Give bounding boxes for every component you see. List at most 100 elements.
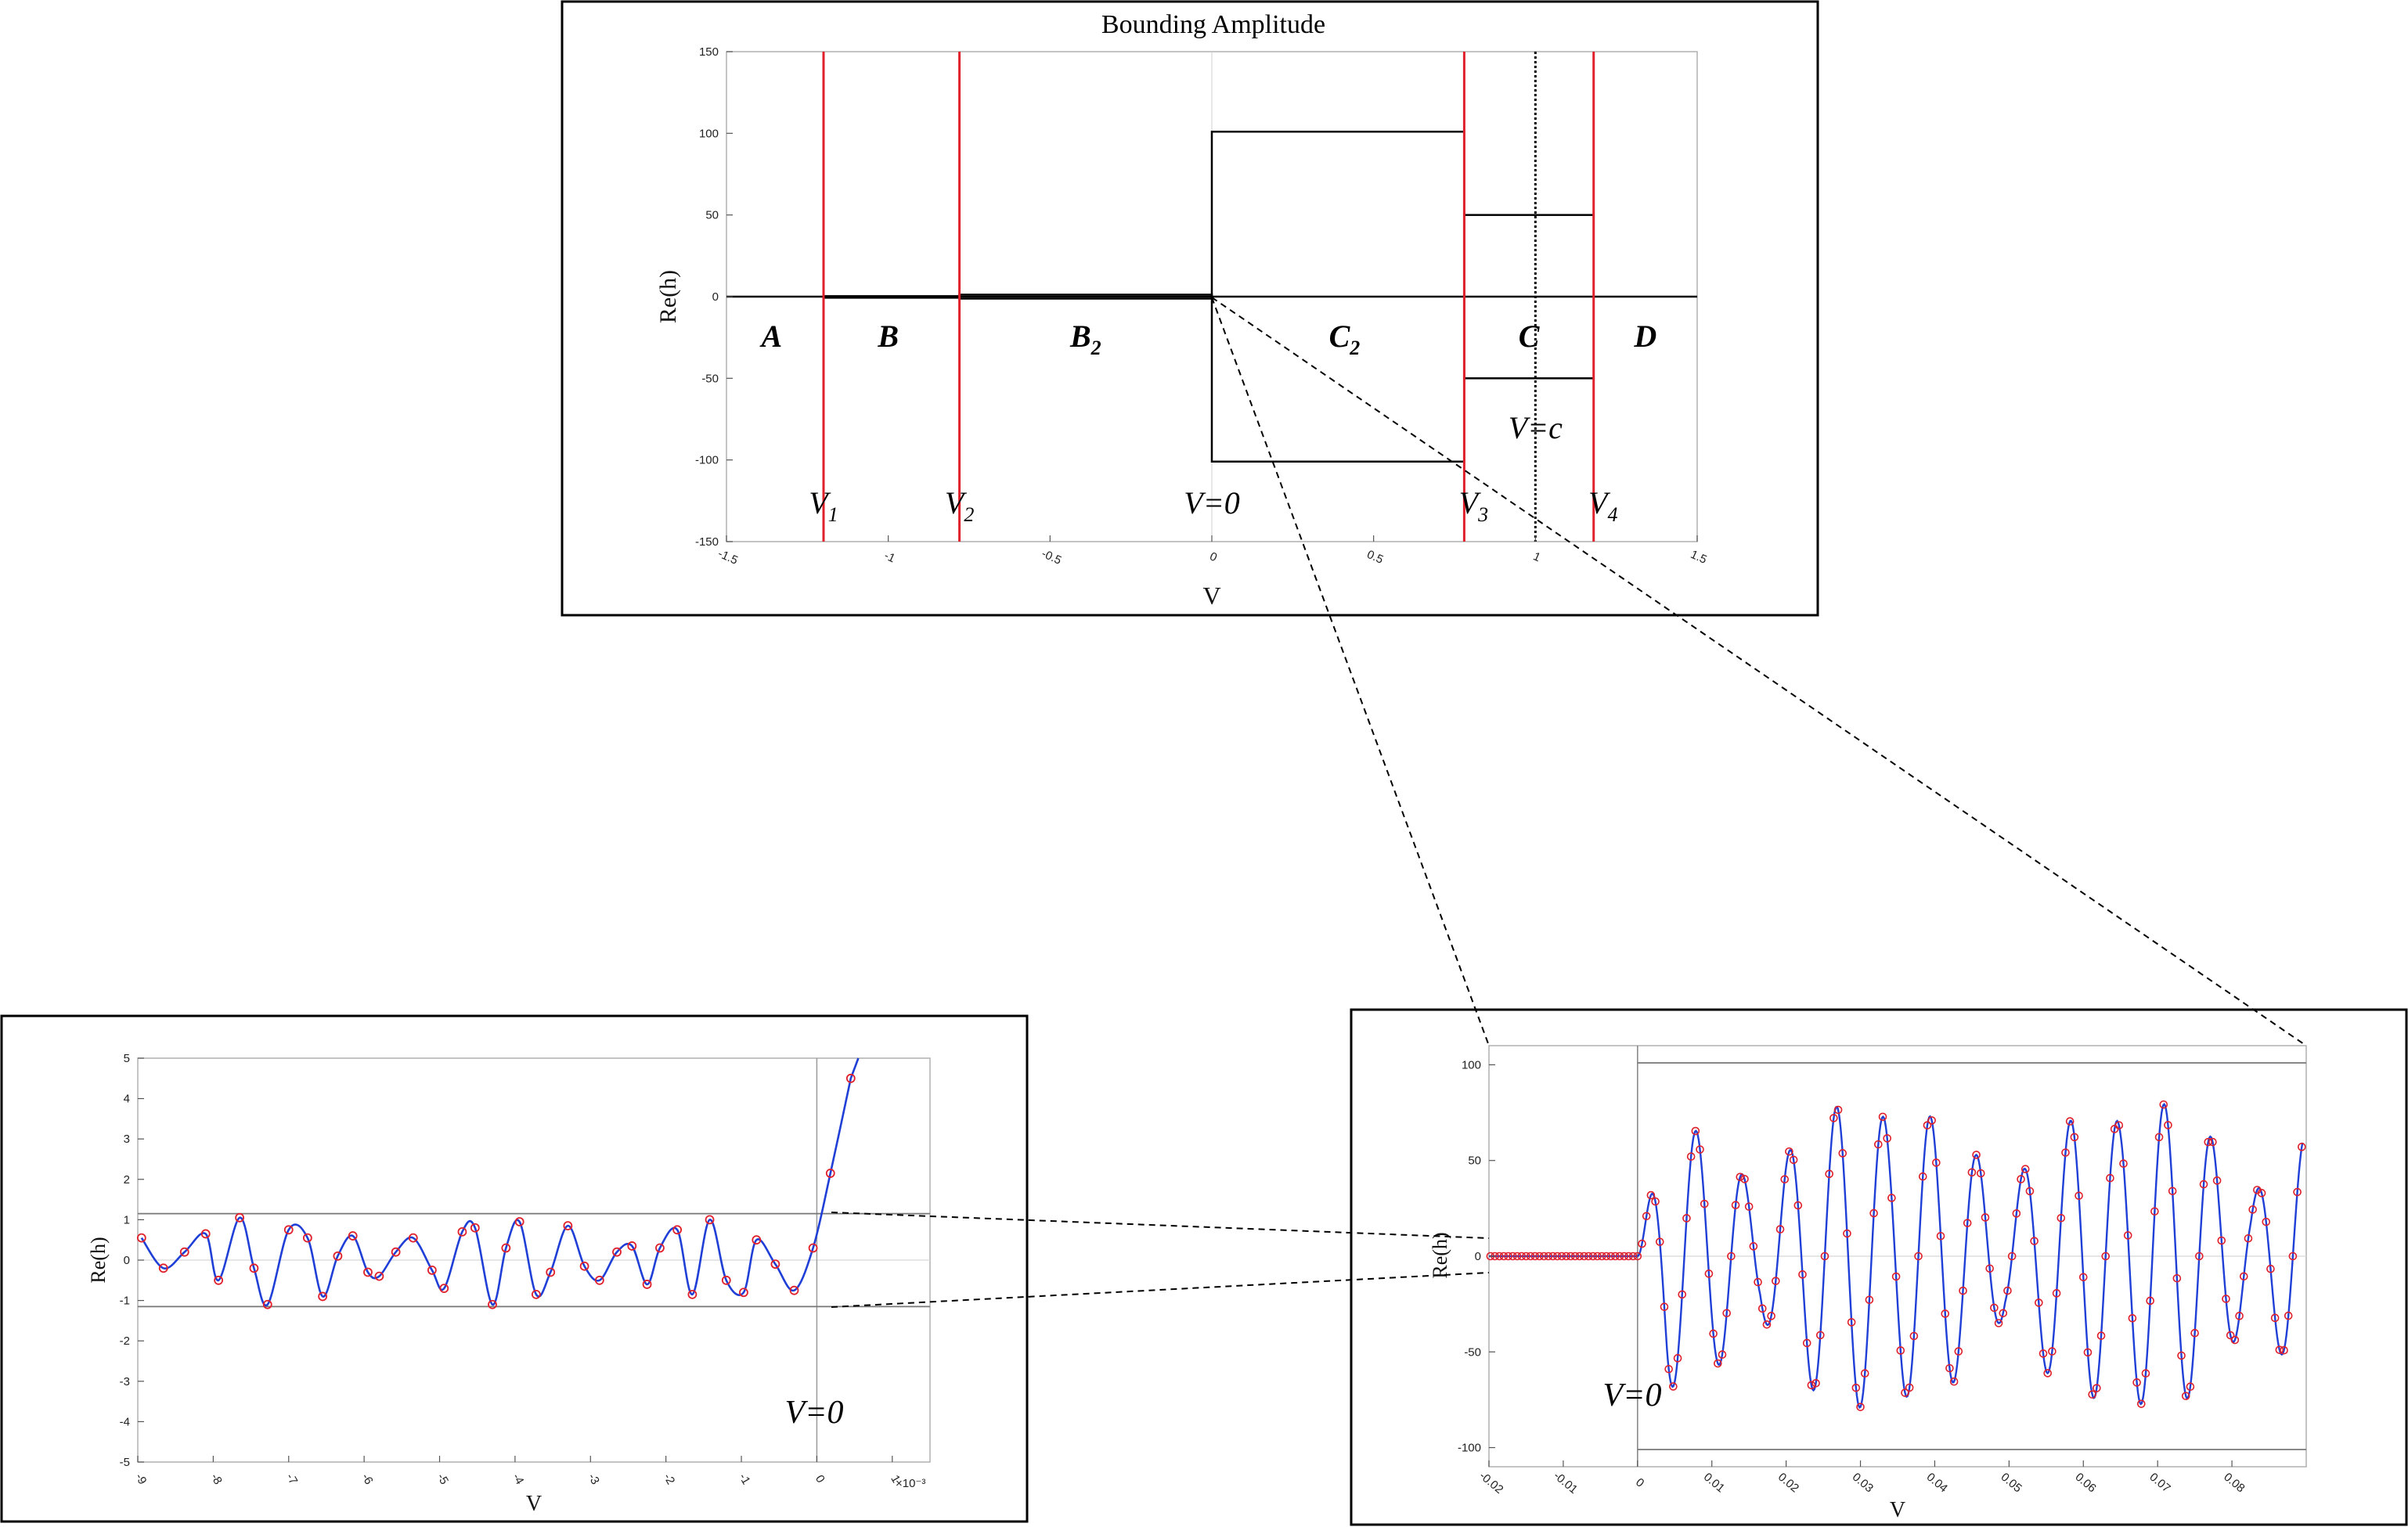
sample-marker bbox=[457, 1226, 467, 1237]
sample-marker bbox=[333, 1251, 343, 1261]
right-zero-label: V=0 bbox=[1603, 1378, 1662, 1414]
sample-marker bbox=[2230, 1335, 2240, 1345]
sample-marker bbox=[1985, 1264, 1994, 1273]
sample-marker bbox=[1678, 1290, 1687, 1299]
region-letter: C bbox=[1519, 319, 1541, 354]
sample-marker bbox=[2128, 1313, 2137, 1323]
y-tick-label: -100 bbox=[695, 454, 719, 467]
sample-marker bbox=[214, 1275, 224, 1285]
sample-marker bbox=[1562, 1251, 1571, 1261]
sample-marker bbox=[2123, 1231, 2132, 1240]
y-tick-label: 3 bbox=[124, 1133, 130, 1146]
sample-marker bbox=[1548, 1251, 1557, 1261]
sample-marker bbox=[672, 1225, 683, 1235]
sample-marker bbox=[2052, 1289, 2061, 1298]
sample-marker bbox=[2114, 1121, 2124, 1130]
sample-marker bbox=[2270, 1313, 2280, 1323]
sample-marker bbox=[770, 1259, 780, 1269]
sample-marker bbox=[1722, 1309, 1732, 1318]
sample-marker bbox=[158, 1263, 168, 1273]
sample-marker bbox=[2078, 1273, 2088, 1282]
sample-marker bbox=[2007, 1251, 2017, 1261]
sample-marker bbox=[1602, 1251, 1611, 1261]
region-label: B bbox=[877, 319, 899, 354]
sample-marker bbox=[235, 1212, 245, 1223]
sample-marker bbox=[531, 1289, 541, 1299]
sample-marker bbox=[752, 1235, 762, 1245]
sample-marker bbox=[1767, 1312, 1775, 1320]
sample-marker bbox=[1553, 1251, 1562, 1261]
sample-marker bbox=[2030, 1237, 2039, 1245]
sample-marker bbox=[655, 1243, 665, 1253]
sample-marker bbox=[283, 1225, 294, 1235]
sample-marker bbox=[563, 1221, 573, 1231]
sample-marker bbox=[1718, 1350, 1727, 1360]
sample-marker bbox=[1802, 1338, 1811, 1348]
sample-marker bbox=[1566, 1251, 1575, 1261]
sample-marker bbox=[2239, 1272, 2248, 1281]
sample-marker bbox=[1700, 1199, 1709, 1208]
sample-marker bbox=[1611, 1251, 1620, 1261]
region-letter: B bbox=[1069, 319, 1091, 354]
sample-marker bbox=[1727, 1251, 1736, 1261]
sample-marker bbox=[2061, 1148, 2070, 1157]
sample-marker bbox=[1865, 1295, 1874, 1305]
sample-marker bbox=[2212, 1176, 2222, 1185]
v-subscript: 3 bbox=[1477, 503, 1488, 526]
v-subscript: 2 bbox=[964, 503, 974, 526]
sample-marker bbox=[2012, 1209, 2021, 1218]
region-subscript: 2 bbox=[1090, 337, 1101, 359]
sample-marker bbox=[1539, 1251, 1548, 1261]
y-tick-label: 2 bbox=[124, 1173, 130, 1187]
sample-marker bbox=[1526, 1251, 1535, 1261]
sample-marker bbox=[2177, 1351, 2186, 1360]
sample-marker bbox=[1811, 1379, 1820, 1388]
sample-marker bbox=[1772, 1277, 1780, 1285]
sample-marker bbox=[374, 1271, 384, 1281]
sample-marker bbox=[739, 1288, 748, 1298]
sample-marker bbox=[2284, 1311, 2293, 1320]
sample-marker bbox=[1597, 1251, 1606, 1261]
sample-marker bbox=[2199, 1179, 2208, 1189]
v-letter: V bbox=[1588, 485, 1611, 520]
sample-marker bbox=[1923, 1121, 1932, 1130]
sample-marker bbox=[1740, 1175, 1749, 1183]
sample-marker bbox=[1990, 1303, 1999, 1313]
sample-marker bbox=[2101, 1251, 2111, 1261]
sample-marker bbox=[1517, 1251, 1527, 1261]
sample-marker bbox=[136, 1233, 146, 1243]
sample-marker bbox=[1891, 1272, 1901, 1281]
y-tick-label: -5 bbox=[120, 1456, 130, 1469]
sample-marker bbox=[1642, 1212, 1651, 1221]
sample-marker bbox=[1909, 1331, 1919, 1341]
region-letter: D bbox=[1633, 319, 1656, 354]
sample-marker bbox=[1954, 1347, 1963, 1356]
sample-marker bbox=[1798, 1270, 1807, 1279]
sample-marker bbox=[2141, 1369, 2150, 1378]
sample-marker bbox=[1793, 1201, 1803, 1210]
sample-marker bbox=[2172, 1273, 2182, 1283]
sample-marker bbox=[546, 1267, 556, 1277]
sample-marker bbox=[2035, 1298, 2043, 1307]
critical-v-label: V1 bbox=[809, 485, 838, 526]
left-y-axis-ticks: 5 4 3 2 1 0 -1 -2 -3 -4 -5 bbox=[120, 1052, 144, 1469]
sample-marker bbox=[2070, 1133, 2079, 1142]
sample-marker bbox=[514, 1217, 524, 1226]
left-zero-label: V=0 bbox=[785, 1395, 844, 1431]
region-label: D bbox=[1633, 319, 1656, 354]
v-letter: V bbox=[809, 485, 831, 520]
sample-marker bbox=[1749, 1242, 1758, 1251]
amplitude-curve bbox=[140, 1057, 860, 1307]
sample-marker bbox=[1914, 1251, 1923, 1261]
sample-marker bbox=[427, 1266, 437, 1275]
sample-marker bbox=[1945, 1363, 1954, 1373]
sample-marker bbox=[2043, 1369, 2053, 1378]
sample-marker bbox=[1731, 1201, 1740, 1209]
right-plot-content bbox=[1486, 1046, 2306, 1467]
sample-marker bbox=[1972, 1151, 1981, 1159]
sample-marker bbox=[2248, 1205, 2257, 1214]
sample-marker bbox=[705, 1215, 715, 1225]
sample-marker bbox=[2065, 1117, 2075, 1126]
sample-marker bbox=[1714, 1359, 1722, 1368]
